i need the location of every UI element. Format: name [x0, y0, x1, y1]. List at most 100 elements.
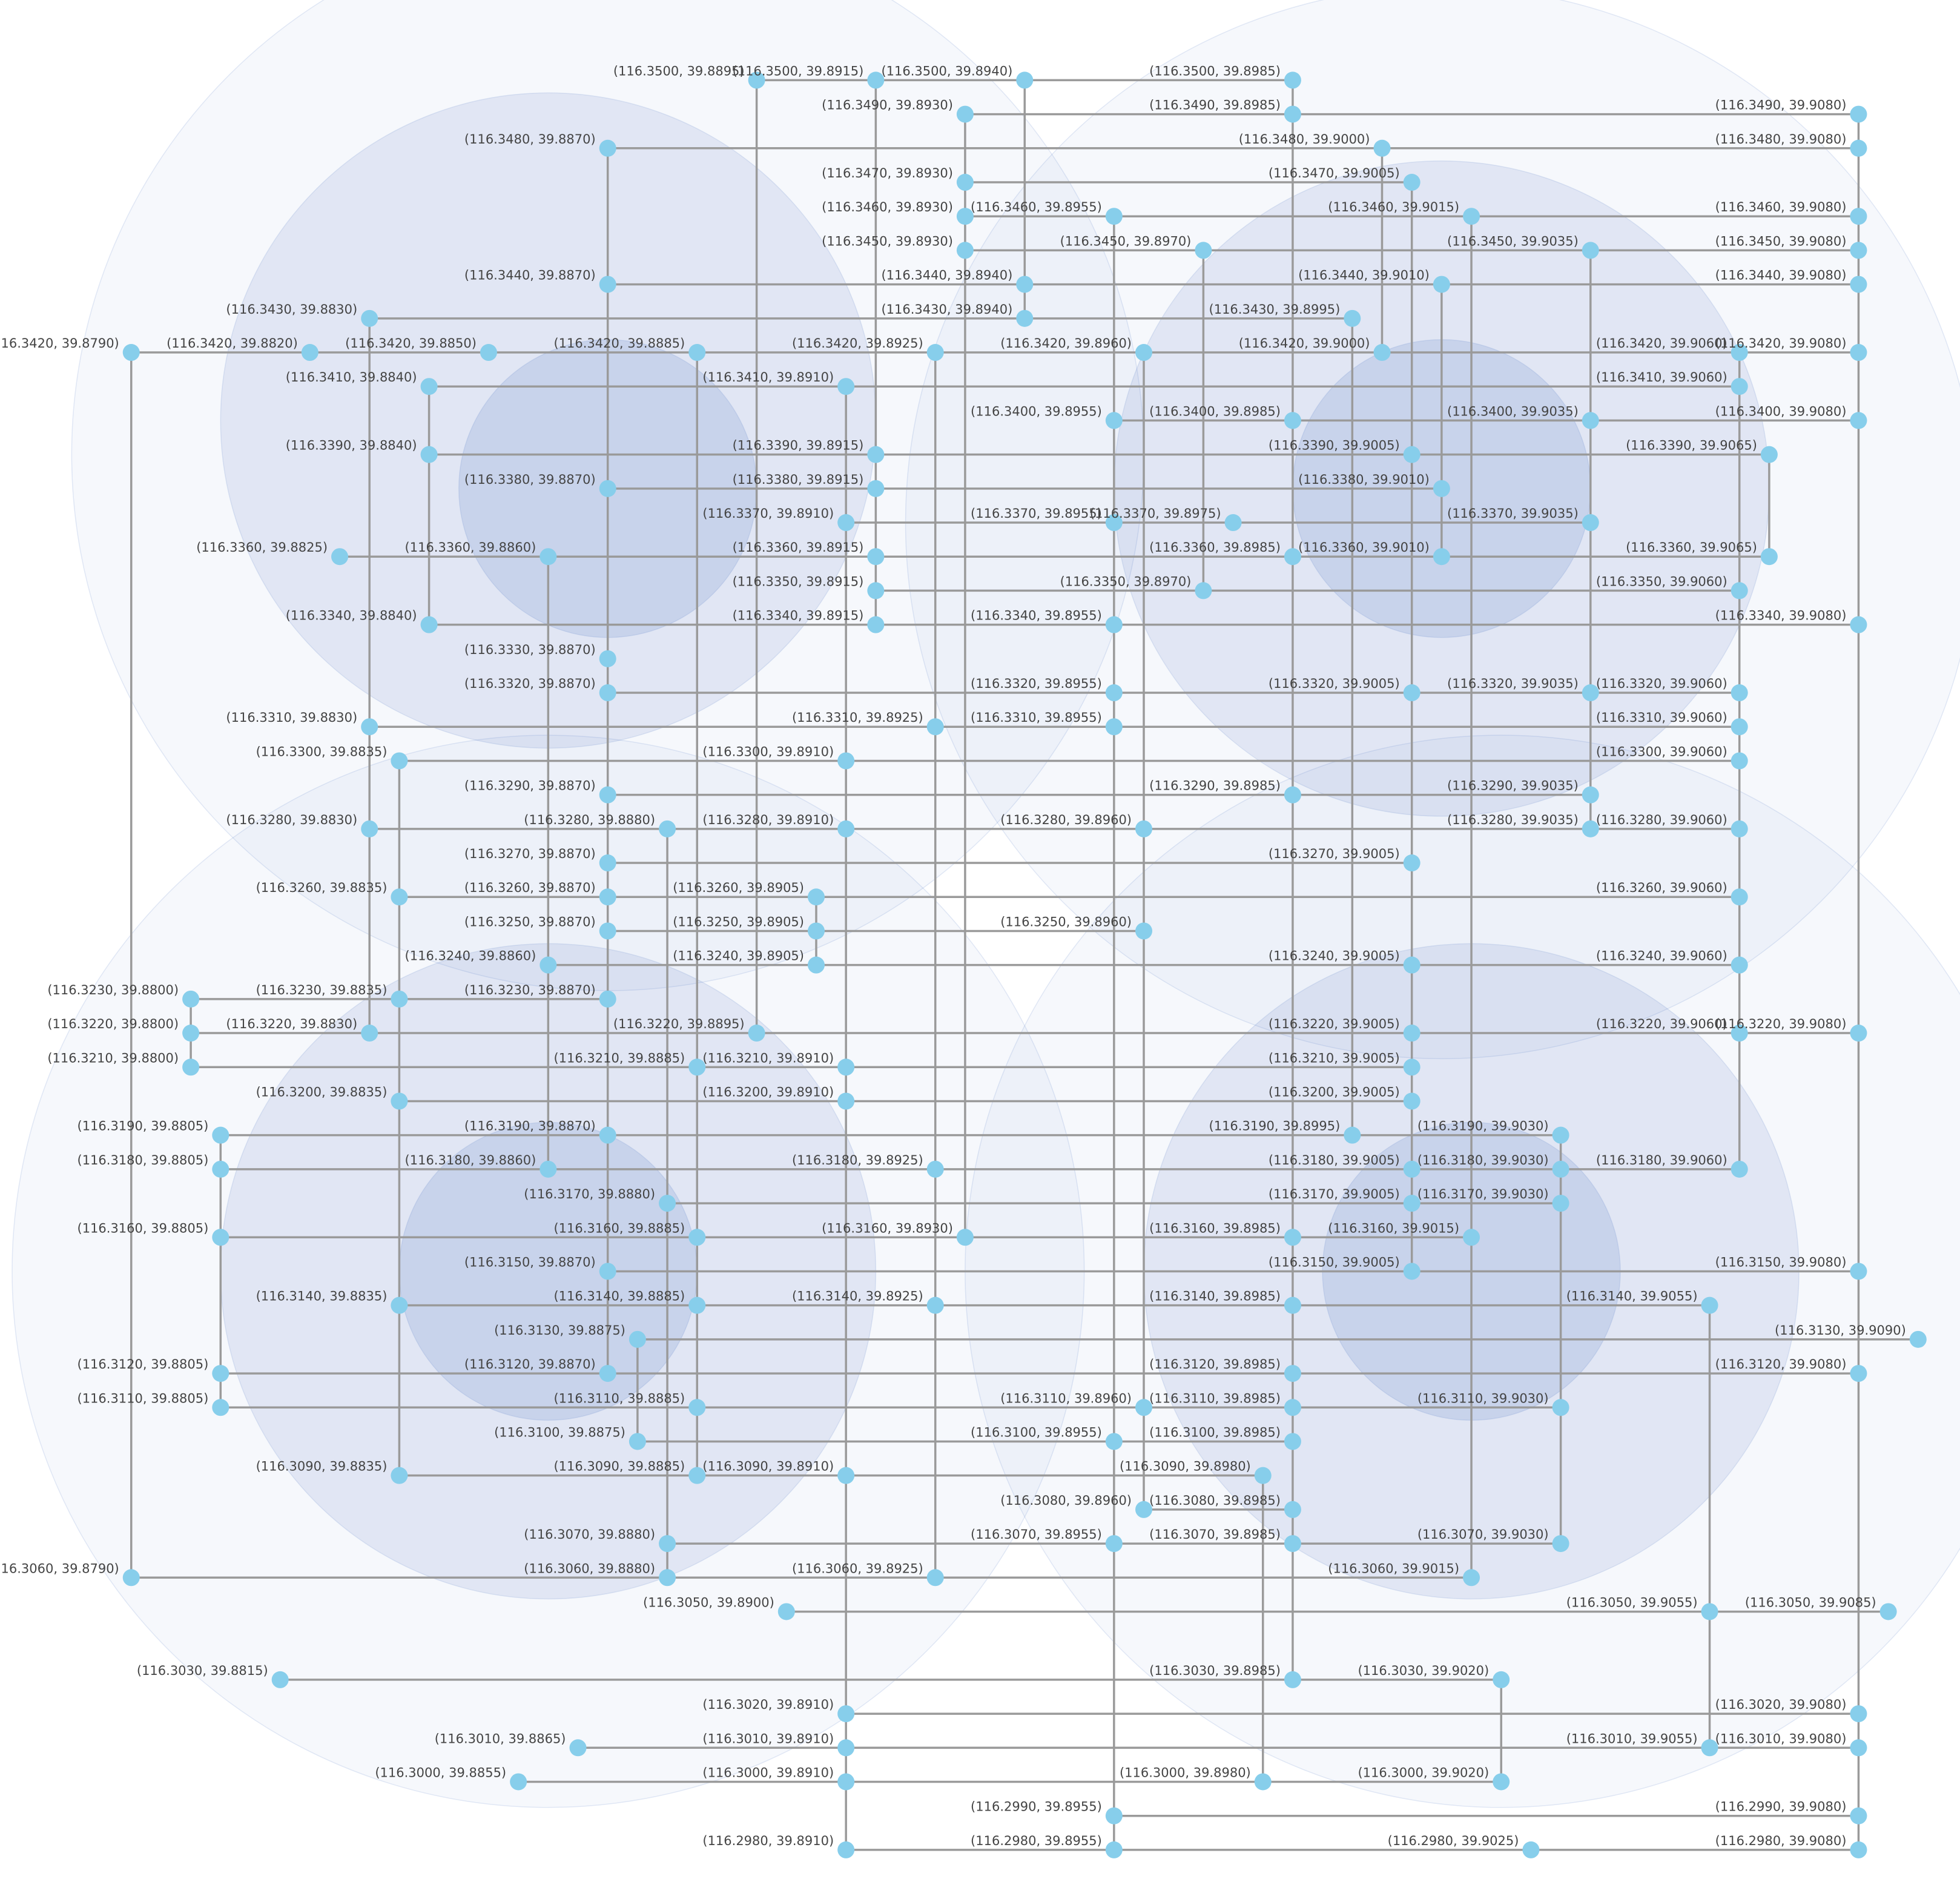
node-label: (116.3180, 39.9005) [1269, 1153, 1400, 1167]
network-node [688, 1467, 706, 1484]
node-label: (116.3050, 39.8900) [643, 1595, 774, 1610]
node-label: (116.3450, 39.8930) [822, 234, 953, 248]
node-label: (116.3450, 39.9080) [1715, 234, 1847, 248]
node-label: (116.3420, 39.9060) [1596, 336, 1727, 351]
network-node [1731, 718, 1748, 736]
node-label: (116.3110, 39.9030) [1417, 1391, 1549, 1405]
network-node [599, 1126, 616, 1144]
network-node [1463, 208, 1480, 225]
node-label: (116.3430, 39.8940) [881, 302, 1012, 317]
node-label: (116.3400, 39.8985) [1149, 404, 1281, 418]
node-label: (116.3220, 39.9080) [1715, 1017, 1847, 1031]
network-node [1552, 1126, 1569, 1144]
node-label: (116.3070, 39.8955) [971, 1527, 1102, 1542]
network-node [391, 888, 408, 906]
node-label: (116.3160, 39.9015) [1328, 1221, 1459, 1235]
network-node [1284, 1433, 1301, 1450]
network-node [1552, 1160, 1569, 1178]
network-node [956, 242, 974, 259]
node-label: (116.2980, 39.8910) [702, 1834, 834, 1848]
network-node [599, 1365, 616, 1382]
node-label: (116.3100, 39.8985) [1149, 1425, 1281, 1439]
node-label: (116.3460, 39.8955) [971, 200, 1102, 214]
node-label: (116.3500, 39.8985) [1149, 64, 1281, 78]
node-label: (116.3410, 39.8910) [702, 370, 834, 385]
node-label: (116.3200, 39.9005) [1269, 1085, 1400, 1099]
node-label: (116.3340, 39.9080) [1715, 609, 1847, 623]
network-node [599, 922, 616, 940]
network-node [212, 1160, 229, 1178]
network-node [391, 1092, 408, 1110]
network-node [539, 956, 557, 974]
node-label: (116.3120, 39.8870) [464, 1357, 596, 1372]
network-node [391, 752, 408, 770]
network-node [659, 1535, 676, 1553]
network-node [1284, 105, 1301, 123]
network-node [122, 344, 140, 362]
node-label: (116.3090, 39.8885) [553, 1459, 685, 1474]
node-label: (116.3340, 39.8955) [971, 609, 1102, 623]
node-label: (116.3240, 39.8905) [673, 949, 804, 963]
node-label: (116.3110, 39.8885) [553, 1391, 685, 1405]
network-node [1105, 412, 1123, 429]
node-label: (116.3160, 39.8805) [78, 1221, 209, 1235]
node-label: (116.3320, 39.9035) [1447, 676, 1579, 691]
network-node [1850, 1365, 1867, 1382]
network-node [926, 1569, 944, 1587]
node-label: (116.3390, 39.9065) [1626, 438, 1757, 453]
network-node [629, 1330, 646, 1348]
network-node [837, 1467, 855, 1484]
node-label: (116.3240, 39.9060) [1596, 949, 1727, 963]
network-node [1135, 344, 1153, 362]
network-node [1105, 1807, 1123, 1825]
node-label: (116.3360, 39.8860) [405, 540, 536, 555]
network-node [480, 344, 497, 362]
node-label: (116.3230, 39.8800) [47, 983, 179, 997]
network-node [1701, 1603, 1718, 1620]
node-label: (116.3310, 39.9060) [1596, 710, 1727, 725]
node-label: (116.3360, 39.9010) [1298, 540, 1430, 555]
node-label: (116.3100, 39.8955) [971, 1425, 1102, 1439]
node-label: (116.3150, 39.9005) [1269, 1255, 1400, 1269]
network-node [1701, 1296, 1718, 1314]
node-label: (116.3470, 39.8930) [822, 166, 953, 180]
network-node [361, 309, 378, 327]
node-label: (116.3450, 39.8970) [1060, 234, 1192, 248]
network-node [1224, 514, 1242, 532]
network-node [1284, 412, 1301, 429]
node-label: (116.3350, 39.8970) [1060, 574, 1192, 589]
node-label: (116.3420, 39.9080) [1715, 336, 1847, 351]
node-label: (116.3110, 39.8960) [1000, 1391, 1132, 1405]
node-label: (116.3030, 39.8985) [1149, 1663, 1281, 1678]
network-node [599, 276, 616, 293]
node-label: (116.3190, 39.9030) [1417, 1119, 1549, 1134]
node-label: (116.3480, 39.9000) [1239, 132, 1370, 147]
node-label: (116.3330, 39.8870) [464, 642, 596, 657]
network-node [599, 650, 616, 667]
network-node [212, 1229, 229, 1246]
node-label: (116.3210, 39.9005) [1269, 1051, 1400, 1065]
network-node [926, 1296, 944, 1314]
node-label: (116.3370, 39.8910) [702, 506, 834, 521]
network-node [599, 139, 616, 157]
node-label: (116.2980, 39.9080) [1715, 1834, 1847, 1848]
node-label: (116.3280, 39.8830) [226, 813, 357, 827]
node-label: (116.3440, 39.8870) [464, 268, 596, 283]
node-label: (116.3300, 39.9060) [1596, 744, 1727, 759]
network-node [182, 1025, 200, 1042]
node-label: (116.3070, 39.8880) [524, 1527, 655, 1542]
node-label: (116.3090, 39.8980) [1120, 1459, 1251, 1474]
node-label: (116.3280, 39.9060) [1596, 813, 1727, 827]
node-label: (116.3150, 39.9080) [1715, 1255, 1847, 1269]
network-node [926, 718, 944, 736]
node-label: (116.3480, 39.9080) [1715, 132, 1847, 147]
network-node [1284, 1399, 1301, 1416]
network-node [837, 1841, 855, 1858]
network-node [1850, 1841, 1867, 1858]
node-label: (116.3420, 39.8820) [167, 336, 298, 351]
network-node [1105, 616, 1123, 633]
node-label: (116.3250, 39.8905) [673, 914, 804, 929]
node-label: (116.3160, 39.8885) [553, 1221, 685, 1235]
network-node [1105, 1535, 1123, 1553]
node-label: (116.3400, 39.8955) [971, 404, 1102, 418]
